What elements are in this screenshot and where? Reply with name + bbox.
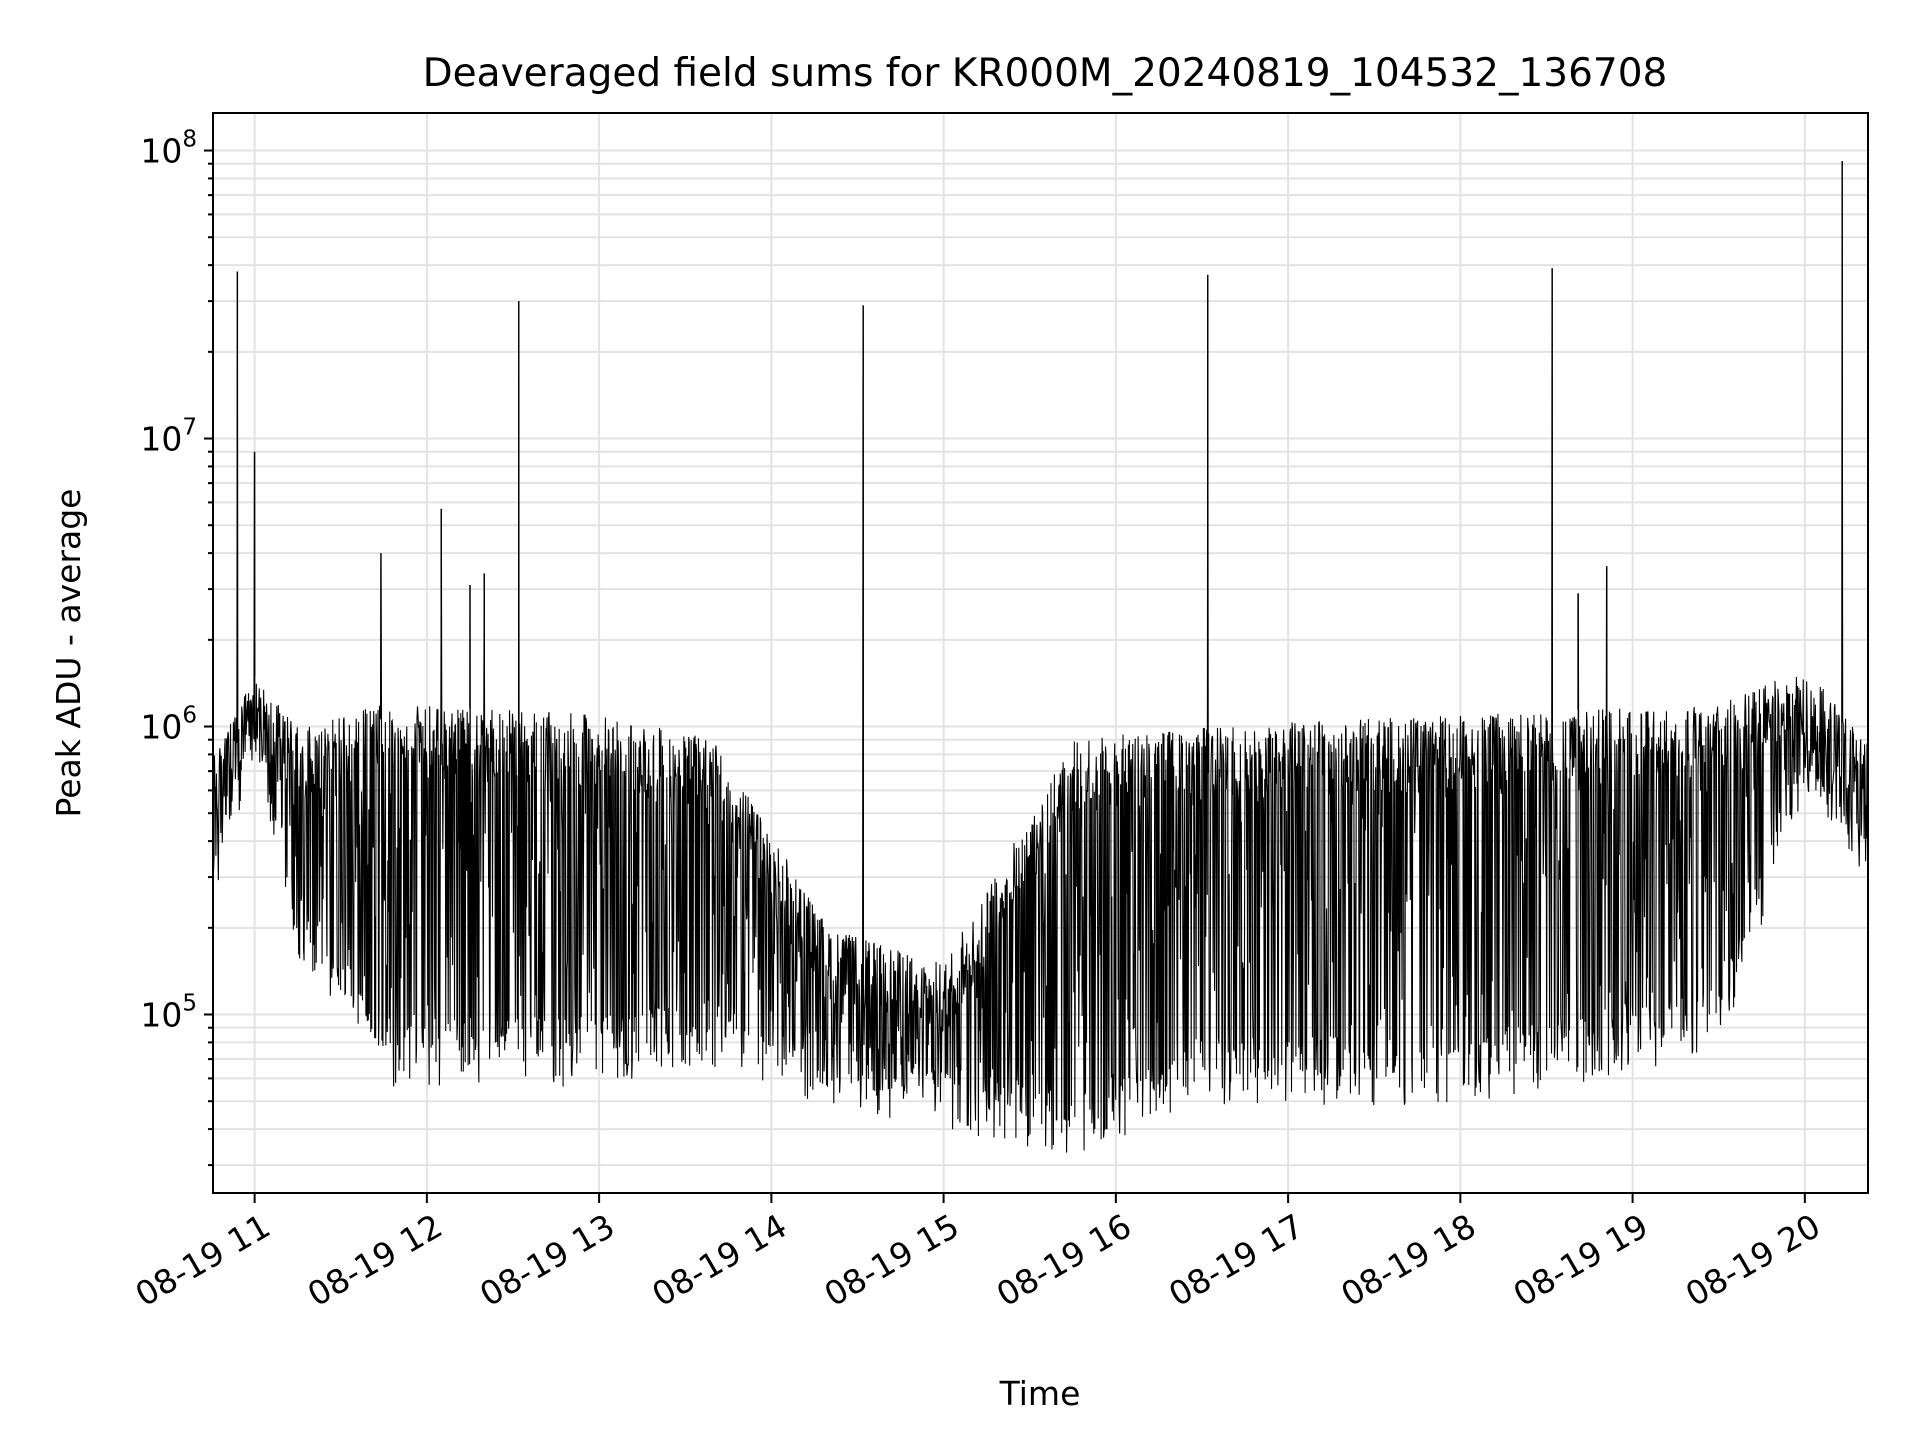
y-axis: 105 106 107 108 xyxy=(140,127,213,1167)
chart-title: Deaveraged field sums for KR000M_2024081… xyxy=(423,51,1668,96)
y-tick-label: 106 xyxy=(140,703,197,747)
data-series xyxy=(212,160,1869,1153)
y-tick-label: 107 xyxy=(140,415,197,459)
y-axis-label: Peak ADU - average xyxy=(49,489,88,818)
series-line xyxy=(212,160,1869,1153)
y-tick-label: 108 xyxy=(140,127,197,171)
plot-frame xyxy=(212,112,1869,1194)
x-axis-label: Time xyxy=(999,1374,1081,1413)
y-tick-label: 105 xyxy=(140,991,197,1035)
